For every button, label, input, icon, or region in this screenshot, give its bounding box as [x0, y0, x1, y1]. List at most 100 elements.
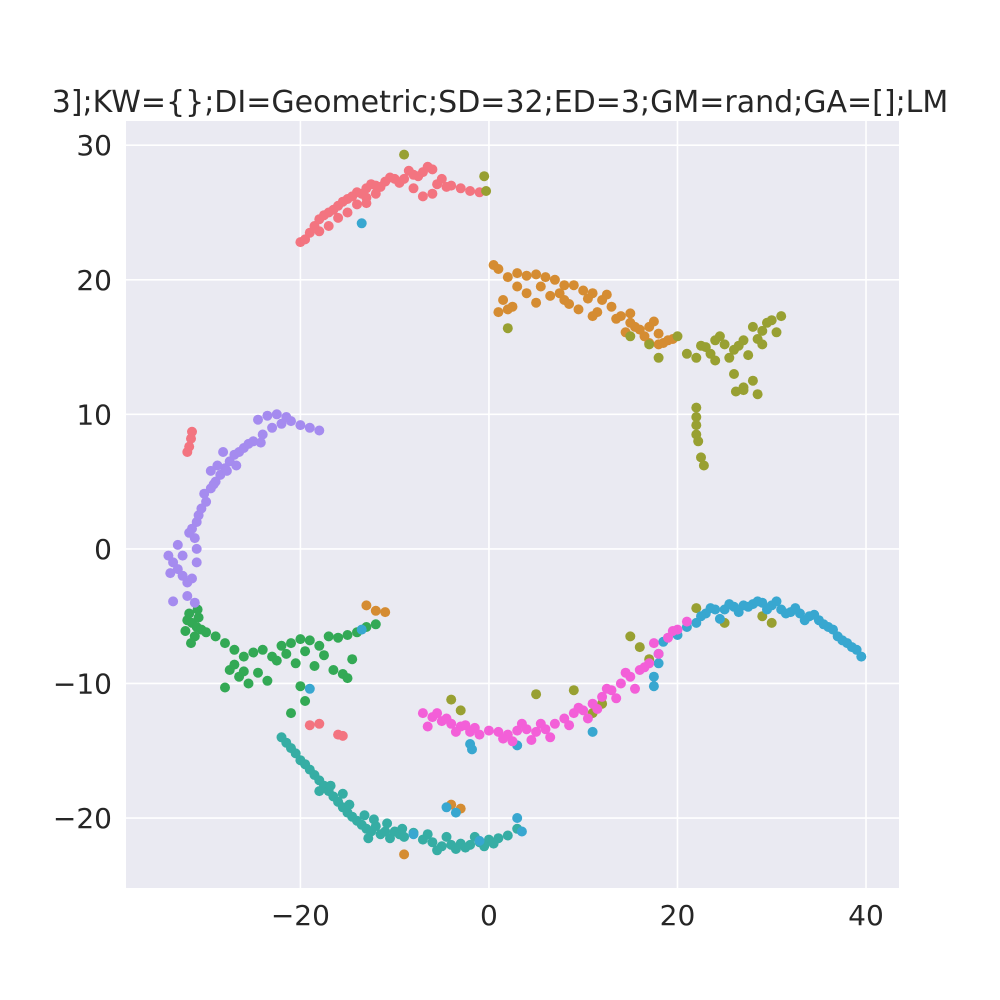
data-point: [238, 651, 249, 662]
data-point: [208, 479, 219, 490]
data-point: [361, 600, 372, 611]
data-point: [205, 465, 216, 476]
data-point: [427, 188, 438, 199]
data-point: [342, 673, 353, 684]
data-point: [582, 293, 593, 304]
data-point: [427, 837, 438, 848]
data-point: [653, 339, 664, 350]
data-point: [286, 638, 296, 649]
data-point: [531, 269, 542, 280]
data-point: [370, 605, 381, 616]
data-point: [385, 172, 395, 183]
data-point: [333, 632, 344, 643]
data-point: [333, 212, 344, 223]
data-point: [620, 667, 631, 678]
data-point: [262, 675, 273, 686]
data-point: [771, 327, 782, 338]
data-point: [399, 849, 410, 860]
data-point: [417, 191, 428, 202]
data-point: [733, 607, 744, 618]
data-point: [337, 730, 348, 741]
data-point: [399, 149, 410, 160]
data-point: [498, 733, 509, 744]
data-point: [724, 352, 735, 363]
series-7: [163, 409, 325, 608]
data-point: [559, 295, 570, 305]
data-point: [319, 650, 329, 661]
data-point: [639, 662, 650, 673]
x-tick-label: −20: [271, 899, 330, 932]
data-point: [601, 683, 612, 694]
data-point: [359, 810, 370, 821]
data-point: [319, 210, 329, 221]
data-point: [714, 331, 725, 342]
data-point: [231, 460, 242, 471]
data-point: [568, 280, 579, 291]
data-point: [705, 348, 716, 359]
data-point: [342, 630, 353, 640]
data-point: [212, 460, 223, 471]
data-point: [300, 234, 311, 245]
data-point: [790, 603, 801, 614]
data-point: [323, 221, 334, 231]
data-point: [653, 352, 664, 363]
x-tick-label: 0: [480, 899, 498, 932]
data-point: [531, 689, 542, 700]
data-point: [460, 842, 471, 853]
x-tick-label: 40: [848, 899, 884, 932]
data-point: [521, 270, 532, 281]
data-point: [479, 171, 490, 182]
data-point: [498, 295, 509, 305]
data-point: [625, 308, 636, 319]
data-points: [163, 149, 867, 860]
data-point: [314, 425, 325, 436]
data-point: [220, 682, 230, 693]
data-point: [363, 833, 374, 844]
data-point: [531, 297, 542, 308]
data-point: [366, 179, 377, 190]
data-point: [267, 422, 278, 433]
data-point: [776, 311, 787, 322]
data-point: [698, 460, 709, 471]
data-point: [328, 665, 339, 675]
series-5: [276, 732, 523, 856]
data-point: [752, 596, 763, 607]
data-point: [578, 285, 589, 296]
data-point: [531, 726, 542, 737]
data-point: [314, 718, 325, 729]
data-point: [564, 720, 575, 731]
data-point: [766, 617, 777, 628]
data-point: [780, 608, 791, 619]
data-point: [559, 280, 570, 291]
data-point: [325, 780, 336, 791]
data-point: [828, 624, 838, 635]
data-point: [191, 557, 202, 568]
data-point: [184, 608, 195, 619]
data-point: [304, 422, 315, 433]
data-point: [691, 352, 702, 363]
data-point: [549, 274, 560, 285]
data-point: [408, 183, 419, 194]
data-point: [422, 721, 433, 732]
data-point: [168, 596, 179, 607]
data-point: [172, 539, 183, 550]
data-point: [281, 648, 292, 659]
y-tick-label: 30: [76, 129, 112, 162]
data-point: [455, 183, 466, 194]
data-point: [290, 658, 301, 669]
data-point: [601, 289, 612, 300]
data-point: [243, 678, 254, 689]
data-point: [729, 369, 739, 379]
data-point: [606, 301, 617, 312]
data-point: [738, 385, 749, 396]
data-point: [644, 339, 655, 350]
data-point: [837, 635, 848, 646]
data-point: [286, 708, 296, 719]
data-point: [681, 348, 692, 359]
data-point: [382, 818, 393, 829]
data-point: [253, 667, 263, 678]
data-point: [238, 666, 249, 677]
data-point: [460, 720, 471, 731]
data-point: [672, 331, 683, 342]
data-point: [733, 340, 744, 351]
